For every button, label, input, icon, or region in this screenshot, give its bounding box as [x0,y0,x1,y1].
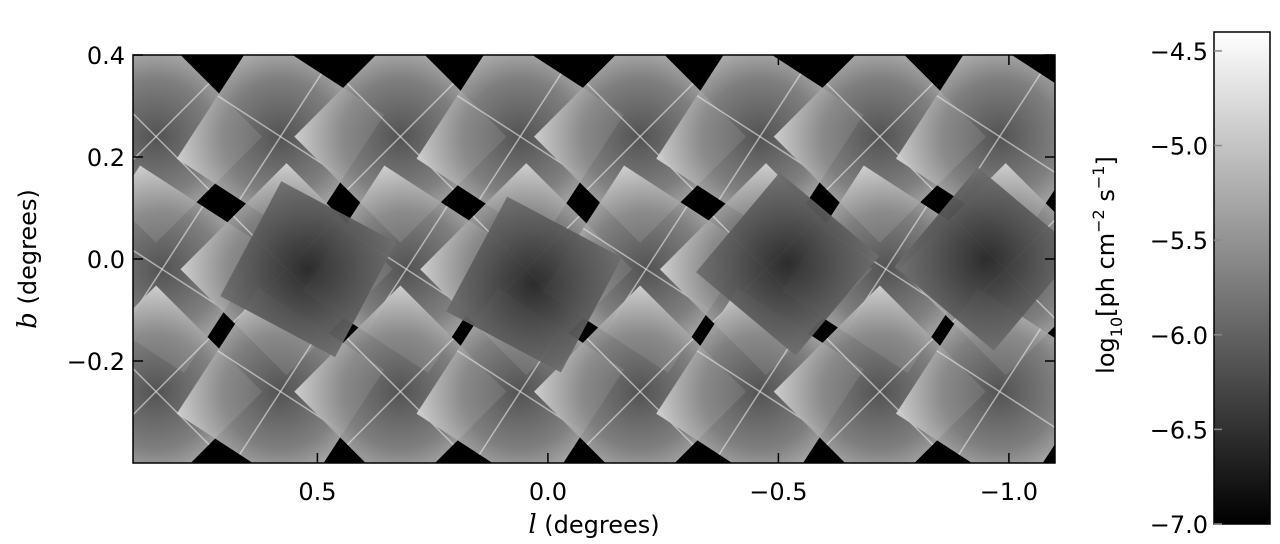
colorbar-tick-label: −6.5 [1150,416,1208,444]
colorbar-tick-label: −5.5 [1150,227,1208,255]
colorbar-label-unit: [ph cm [1092,233,1120,317]
deep-exposure-tile [696,172,880,356]
colorbar-label: log10[ph cm−2 s−1] [1089,156,1126,374]
y-tick-label: 0.0 [87,246,125,274]
x-axis-unit: (degrees) [537,511,660,539]
colorbar-label-exp2: −1 [1089,166,1108,190]
mosaic-tile [133,55,263,243]
colorbar-tick-label: −5.0 [1150,133,1208,161]
colorbar-label-close: ] [1092,156,1120,165]
deep-exposure-tile [446,196,622,373]
map-plot-area: 0.5 0.0 −0.5 −1.0 0.4 0.2 0.0 −0.2 [67,42,1056,506]
mosaic-tile [416,55,624,241]
x-tick-label: −1.0 [980,478,1038,506]
y-tick-label: 0.4 [87,42,125,70]
colorbar-label-s: s [1092,189,1120,209]
x-axis-label: l (degrees) [528,510,659,540]
mosaic-tile [895,287,1055,463]
x-axis-symbol: l [528,510,536,540]
deep-exposure-tile [894,167,1055,351]
mosaic-tile [656,55,864,241]
colorbar-label-sub: 10 [1107,317,1126,337]
deep-exposure-tile [220,181,397,358]
x-axis-ticks: 0.5 0.0 −0.5 −1.0 [298,55,1038,506]
y-axis-unit: (degrees) [14,189,42,312]
colorbar-label-exp1: −2 [1089,209,1108,233]
mosaic-image [133,55,1055,463]
y-axis-ticks: 0.4 0.2 0.0 −0.2 [67,42,1055,376]
y-axis-label: b (degrees) [13,189,43,329]
colorbar-tick-label: −4.5 [1150,38,1208,66]
y-tick-label: −0.2 [67,348,125,376]
mosaic-tile [542,165,750,373]
y-axis-symbol: b [13,312,43,329]
colorbar-tick-label: −7.0 [1150,511,1208,539]
colorbar: −4.5 −5.0 −5.5 −6.0 −6.5 −7.0 log10[ph cm−2 s… [1089,31,1271,539]
colorbar-tick-label: −6.0 [1150,322,1208,350]
x-tick-label: 0.0 [529,478,567,506]
colorbar-ticks: −4.5 −5.0 −5.5 −6.0 −6.5 −7.0 [1150,38,1222,539]
colorbar-scale [1213,31,1271,525]
x-tick-label: −0.5 [749,478,807,506]
x-tick-label: 0.5 [298,478,336,506]
y-tick-label: 0.2 [87,144,125,172]
colorbar-label-log: log [1092,337,1120,374]
